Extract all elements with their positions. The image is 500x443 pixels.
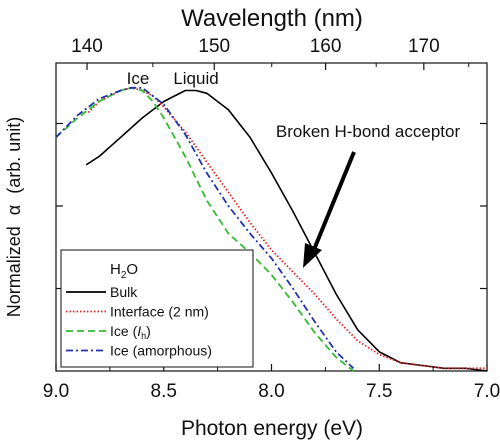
series-line-interface-2-nm [87, 86, 487, 370]
x-tick-label: 8.0 [258, 381, 284, 402]
y-axis-label-symbol: α [4, 205, 24, 215]
y-axis-label-prefix: Normalized [4, 226, 24, 317]
frame-ticks [55, 63, 488, 371]
top-tick-label: 170 [408, 36, 440, 57]
top-tick-label: 140 [71, 36, 103, 57]
bottom-tick-labels: 9.0 8.5 8.0 7.5 7.0 [43, 381, 500, 402]
legend-box [60, 249, 254, 368]
x-tick-label: 9.0 [43, 381, 69, 402]
legend: H2O Bulk Interface (2 nm) Ice (Ih) Ice (amo… [60, 249, 254, 368]
legend-title: H2O [110, 261, 138, 281]
annotation-ice: Ice [127, 69, 150, 88]
x-axis-label: Photon energy (eV) [181, 417, 363, 440]
annotation-liquid: Liquid [173, 69, 218, 88]
legend-label: Bulk [110, 284, 138, 300]
x-tick-label: 8.5 [151, 381, 177, 402]
series-line-bulk [85, 89, 488, 372]
annotation-arrowhead [303, 243, 322, 268]
top-tick-label: 160 [310, 36, 342, 57]
legend-label: Ice (Ih) [110, 323, 151, 341]
top-axis-label: Wavelength (nm) [181, 5, 363, 32]
annotation-arrow-shaft [311, 151, 356, 253]
top-tick-label: 150 [198, 36, 230, 57]
y-axis-label: Normalized α (arb. unit) [4, 117, 24, 318]
series-layer [55, 86, 488, 372]
legend-label: Interface (2 nm) [110, 304, 209, 320]
series-line-ice-amorphous [55, 86, 355, 369]
legend-label: Ice (amorphous) [110, 343, 212, 359]
x-tick-label: 7.5 [366, 381, 392, 402]
annotation-broken-hbond: Broken H-bond acceptor [276, 122, 461, 141]
legend-entries: Bulk Interface (2 nm) Ice (Ih) Ice (amorpho… [66, 284, 212, 359]
y-axis-label-suffix: (arb. unit) [4, 117, 24, 194]
series-line-ice-i-h [55, 86, 354, 372]
top-tick-labels: 140 150 160 170 [71, 36, 439, 57]
x-tick-label: 7.0 [474, 381, 500, 402]
